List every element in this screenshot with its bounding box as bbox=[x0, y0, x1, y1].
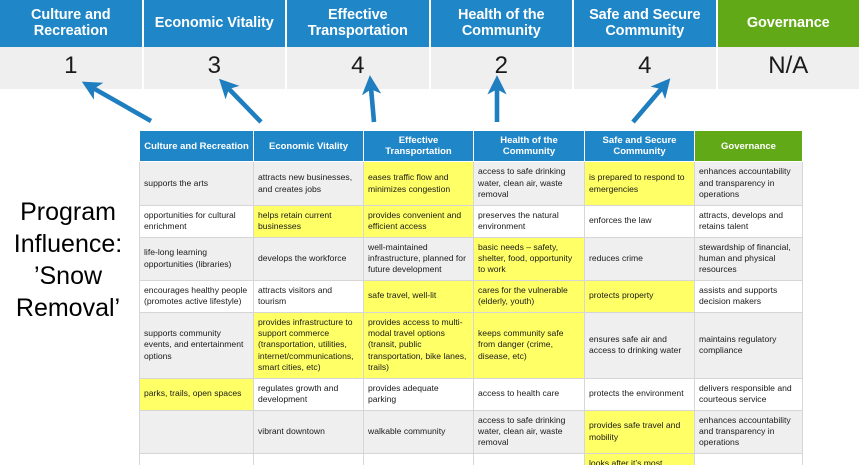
matrix-header: Culture and Recreation Economic Vitality… bbox=[139, 129, 803, 163]
matrix-cell: access to safe drinking water, clean air… bbox=[473, 161, 585, 206]
influence-matrix-table: Culture and Recreation Economic Vitality… bbox=[139, 129, 803, 465]
matrix-cell: preserves the natural environment bbox=[473, 204, 585, 238]
matrix-cell: life-long learning opportunities (librar… bbox=[139, 236, 254, 281]
matrix-cell: maintains regulatory compliance bbox=[694, 311, 803, 379]
matrix-cell bbox=[139, 409, 254, 454]
matrix-cell: provides adequate parking bbox=[363, 377, 474, 411]
matrix-header-governance: Governance bbox=[694, 129, 803, 163]
matrix-cell bbox=[363, 452, 474, 465]
program-influence-label-line-4: Removal’ bbox=[15, 294, 121, 322]
matrix-cell: supports community events, and entertain… bbox=[139, 311, 254, 379]
matrix-cell: enhances accountability and transparency… bbox=[694, 409, 803, 454]
matrix-cell: looks after it’s most vulnerable bbox=[584, 452, 695, 465]
matrix-cell: eases traffic flow and minimizes congest… bbox=[363, 161, 474, 206]
matrix-row: supports community events, and entertain… bbox=[139, 311, 803, 379]
matrix-cell: is prepared to respond to emergencies bbox=[584, 161, 695, 206]
scorecard-header-safe-and-secure-community: Safe and Secure Community bbox=[574, 0, 718, 48]
matrix-cell: provides access to multi-modal travel op… bbox=[363, 311, 474, 379]
matrix-header-effective-transportation: Effective Transportation bbox=[363, 129, 474, 163]
matrix-header-economic-vitality: Economic Vitality bbox=[253, 129, 364, 163]
matrix-cell: attracts visitors and tourism bbox=[253, 279, 364, 313]
matrix-cell: protects property bbox=[584, 279, 695, 313]
arrow-safe-and-secure-community-icon bbox=[631, 78, 671, 124]
scorecard-value-economic-vitality: 3 bbox=[143, 47, 287, 90]
matrix-row: life-long learning opportunities (librar… bbox=[139, 236, 803, 281]
matrix-row: looks after it’s most vulnerable bbox=[139, 452, 803, 465]
scorecard-value-row: 1 3 4 2 4 N/A bbox=[0, 47, 859, 90]
matrix-cell: helps retain current businesses bbox=[253, 204, 364, 238]
matrix-cell: access to health care bbox=[473, 377, 585, 411]
matrix-row: encourages healthy people (promotes acti… bbox=[139, 279, 803, 313]
matrix-row: parks, trails, open spaces regulates grow… bbox=[139, 377, 803, 411]
matrix-cell: enhances accountability and transparency… bbox=[694, 161, 803, 206]
matrix-cell: well-maintained infrastructure, planned … bbox=[363, 236, 474, 281]
scorecard-header-health-of-the-community: Health of the Community bbox=[430, 0, 574, 48]
matrix-cell: ensures safe air and access to drinking … bbox=[584, 311, 695, 379]
matrix-header-culture-and-recreation: Culture and Recreation bbox=[139, 129, 254, 163]
matrix-header-safe-and-secure-community: Safe and Secure Community bbox=[584, 129, 695, 163]
program-influence-label-line-1: Program bbox=[20, 198, 116, 226]
scorecard-value-effective-transportation: 4 bbox=[287, 47, 431, 90]
influence-matrix-wrapper: Culture and Recreation Economic Vitality… bbox=[139, 129, 803, 465]
matrix-cell: access to safe drinking water, clean air… bbox=[473, 409, 585, 454]
matrix-cell: develops the workforce bbox=[253, 236, 364, 281]
matrix-cell: keeps community safe from danger (crime,… bbox=[473, 311, 585, 379]
matrix-cell: attracts, develops and retains talent bbox=[694, 204, 803, 238]
program-influence-label: Program Influence: ’Snow Removal’ bbox=[2, 196, 134, 324]
matrix-cell: provides convenient and efficient access bbox=[363, 204, 474, 238]
matrix-header-health-of-the-community: Health of the Community bbox=[473, 129, 585, 163]
matrix-cell: walkable community bbox=[363, 409, 474, 454]
arrow-effective-transportation-icon bbox=[361, 75, 382, 123]
matrix-body: supports the arts attracts new businesses… bbox=[139, 161, 803, 465]
matrix-header-row: Culture and Recreation Economic Vitality… bbox=[139, 129, 803, 163]
scorecard-header-effective-transportation: Effective Transportation bbox=[287, 0, 431, 48]
scorecard-value-health-of-the-community: 2 bbox=[430, 47, 574, 90]
matrix-cell: cares for the vulnerable (elderly, youth… bbox=[473, 279, 585, 313]
matrix-row: supports the arts attracts new businesses… bbox=[139, 161, 803, 206]
arrow-culture-and-recreation-icon bbox=[81, 81, 153, 123]
arrow-economic-vitality-icon bbox=[219, 78, 263, 124]
matrix-cell: opportunities for cultural enrichment bbox=[139, 204, 254, 238]
matrix-cell: provides infrastructure to support comme… bbox=[253, 311, 364, 379]
matrix-cell: basic needs – safety, shelter, food, opp… bbox=[473, 236, 585, 281]
matrix-cell: provides safe travel and mobility bbox=[584, 409, 695, 454]
program-influence-label-line-2: Influence: bbox=[13, 230, 123, 258]
matrix-cell: reduces crime bbox=[584, 236, 695, 281]
scorecard-header-row: Culture and Recreation Economic Vitality… bbox=[0, 0, 859, 48]
matrix-cell: attracts new businesses, and creates job… bbox=[253, 161, 364, 206]
matrix-cell bbox=[139, 452, 254, 465]
matrix-cell: protects the environment bbox=[584, 377, 695, 411]
scorecard-header-governance: Governance bbox=[717, 0, 859, 48]
scorecard-strip: Culture and Recreation Economic Vitality… bbox=[0, 0, 859, 90]
matrix-cell bbox=[253, 452, 364, 465]
matrix-cell: assists and supports decision makers bbox=[694, 279, 803, 313]
matrix-cell: parks, trails, open spaces bbox=[139, 377, 254, 411]
matrix-cell: encourages healthy people (promotes acti… bbox=[139, 279, 254, 313]
scorecard-header-economic-vitality: Economic Vitality bbox=[143, 0, 287, 48]
matrix-cell: stewardship of financial, human and phys… bbox=[694, 236, 803, 281]
matrix-cell: regulates growth and development bbox=[253, 377, 364, 411]
scorecard-value-safe-and-secure-community: 4 bbox=[574, 47, 718, 90]
matrix-row: vibrant downtown walkable community access… bbox=[139, 409, 803, 454]
matrix-cell: vibrant downtown bbox=[253, 409, 364, 454]
scorecard-value-culture-and-recreation: 1 bbox=[0, 47, 144, 90]
scorecard-value-governance: N/A bbox=[717, 47, 859, 90]
matrix-cell: enforces the law bbox=[584, 204, 695, 238]
scorecard-header-culture-and-recreation: Culture and Recreation bbox=[0, 0, 144, 48]
matrix-cell bbox=[473, 452, 585, 465]
matrix-cell: delivers responsible and courteous servi… bbox=[694, 377, 803, 411]
matrix-row: opportunities for cultural enrichment hel… bbox=[139, 204, 803, 238]
program-influence-label-line-3: ’Snow bbox=[33, 262, 103, 290]
matrix-cell: supports the arts bbox=[139, 161, 254, 206]
matrix-cell bbox=[694, 452, 803, 465]
matrix-cell: safe travel, well-lit bbox=[363, 279, 474, 313]
